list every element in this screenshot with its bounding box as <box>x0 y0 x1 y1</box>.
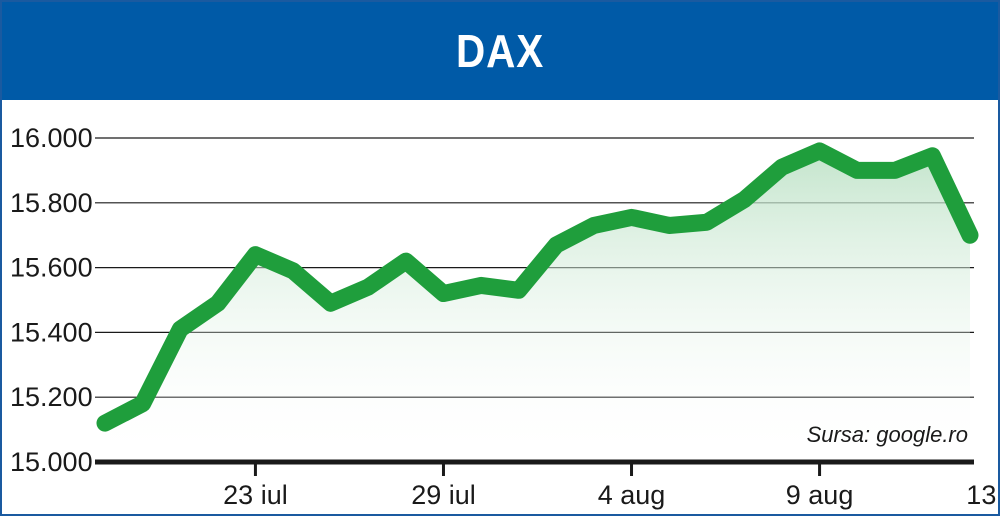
data-point <box>667 223 671 227</box>
data-point <box>178 327 182 331</box>
x-tick-label: 29 iul <box>411 480 476 510</box>
data-point <box>329 301 333 305</box>
data-point <box>517 288 521 292</box>
data-point <box>893 168 897 172</box>
data-point <box>630 215 634 219</box>
data-point <box>404 259 408 263</box>
data-point <box>968 233 972 237</box>
data-point <box>818 149 822 153</box>
data-point <box>366 285 370 289</box>
data-point <box>705 220 709 224</box>
data-point <box>103 421 107 425</box>
y-tick-label: 15.800 <box>10 188 93 218</box>
x-tick-label: 9 aug <box>786 480 854 510</box>
data-point <box>479 283 483 287</box>
y-tick-label: 15.200 <box>10 382 93 412</box>
data-point <box>141 402 145 406</box>
series-line-layer <box>96 142 979 432</box>
source-note: Sursa: google.ro <box>807 422 968 447</box>
area-fill-path <box>105 150 970 462</box>
data-point <box>441 292 445 296</box>
y-tick-label: 15.000 <box>10 447 93 477</box>
data-point <box>855 168 859 172</box>
area-fill <box>105 150 970 462</box>
data-point <box>291 269 295 273</box>
chart-header: DAX <box>2 2 998 100</box>
data-point <box>742 198 746 202</box>
chart-title: DAX <box>455 25 545 77</box>
data-point <box>930 154 934 158</box>
data-point <box>216 301 220 305</box>
x-tick-label: 23 iul <box>223 480 288 510</box>
x-axis <box>95 459 974 476</box>
x-tick-label: 4 aug <box>598 480 666 510</box>
data-point <box>780 165 784 169</box>
data-point <box>253 253 257 257</box>
y-tick-label: 15.400 <box>10 317 93 347</box>
y-tick-label: 16.000 <box>10 123 93 153</box>
y-tick-label: 15.600 <box>10 253 93 283</box>
series-line <box>96 142 979 432</box>
y-tick-labels: 15.000 15.200 15.400 15.600 15.800 16.000 <box>10 123 93 477</box>
line-chart: 15.000 15.200 15.400 15.600 15.800 16.000 23 … <box>10 123 998 510</box>
data-point <box>554 243 558 247</box>
data-point <box>592 223 596 227</box>
x-tick-label: 13 aug <box>966 480 998 510</box>
